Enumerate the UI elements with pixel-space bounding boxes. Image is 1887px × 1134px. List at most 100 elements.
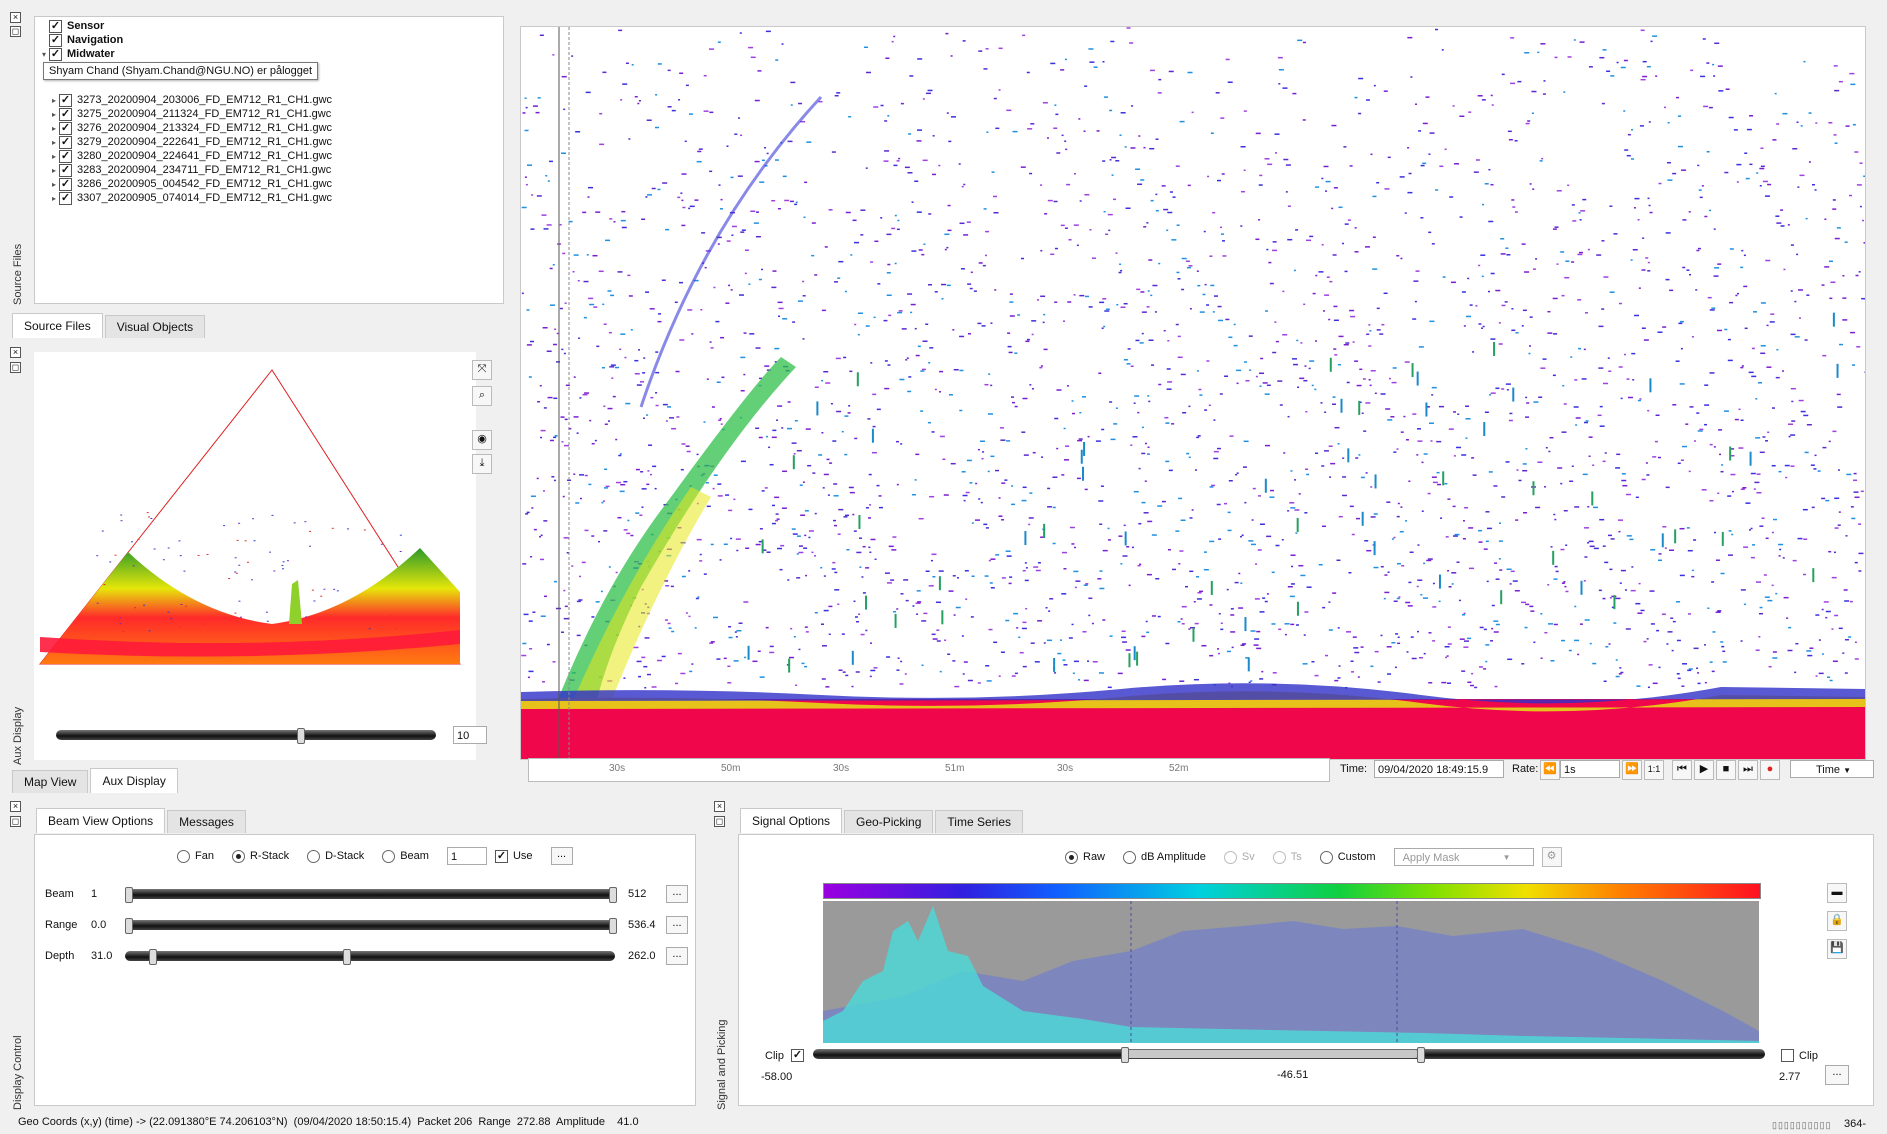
float-icon[interactable]: ◻ bbox=[714, 816, 725, 827]
signal-radio-sv[interactable] bbox=[1223, 850, 1237, 864]
slider-knob-low[interactable] bbox=[125, 887, 133, 903]
expand-arrow-icon[interactable]: ▸ bbox=[51, 151, 56, 161]
tree-file-item[interactable]: ▸ ✓ 3276_20200904_213324_FD_EM712_R1_CH1.g… bbox=[49, 121, 332, 135]
row-more-button[interactable]: ... bbox=[666, 885, 688, 903]
range-slider[interactable] bbox=[125, 949, 615, 965]
signal-radio-raw[interactable] bbox=[1065, 850, 1078, 864]
mask-settings-icon[interactable]: ⚙ bbox=[1541, 847, 1562, 867]
tree-file-item[interactable]: ▸ ✓ 3286_20200905_004542_FD_EM712_R1_CH1.g… bbox=[49, 177, 332, 191]
tab-source-files[interactable]: Source Files bbox=[12, 313, 103, 338]
tab-time-series[interactable]: Time Series bbox=[935, 810, 1023, 833]
skip-start-icon[interactable]: ⏮ bbox=[1672, 760, 1692, 780]
close-icon[interactable]: × bbox=[10, 12, 21, 23]
slider-knob-high[interactable] bbox=[609, 887, 617, 903]
tree-checkbox[interactable]: ✓ bbox=[59, 93, 72, 107]
stop-icon[interactable]: ■ bbox=[1716, 760, 1736, 780]
tab-aux-display[interactable]: Aux Display bbox=[90, 768, 178, 793]
eye-icon[interactable]: ◉ bbox=[472, 430, 492, 450]
slider-knob-high[interactable] bbox=[1417, 1047, 1425, 1063]
row-more-button[interactable]: ... bbox=[666, 916, 688, 934]
signal-more-button[interactable]: ... bbox=[1825, 1065, 1849, 1085]
close-icon[interactable]: × bbox=[10, 347, 21, 358]
expand-arrow-icon[interactable]: ▸ bbox=[51, 179, 56, 189]
tree-checkbox[interactable]: ✓ bbox=[59, 177, 72, 191]
tab-messages[interactable]: Messages bbox=[167, 810, 246, 833]
time-input[interactable]: 09/04/2020 18:49:15.9 bbox=[1374, 760, 1504, 778]
timeline-bar[interactable]: 30s 50m 30s 51m 30s 52m bbox=[528, 758, 1330, 782]
aux-spin-input[interactable]: 10 bbox=[453, 726, 487, 744]
rewind-icon[interactable]: ⏪ bbox=[1540, 760, 1560, 780]
export-icon[interactable]: ⤓ bbox=[472, 454, 492, 474]
expand-arrow-icon[interactable]: ▸ bbox=[51, 193, 56, 203]
mode-select[interactable]: Time ▼ bbox=[1790, 760, 1874, 778]
rate-input[interactable]: 1s bbox=[1560, 760, 1620, 778]
tree-file-item[interactable]: ▸ ✓ 3280_20200904_224641_FD_EM712_R1_CH1.g… bbox=[49, 149, 332, 163]
aux-ping-slider[interactable] bbox=[56, 728, 436, 744]
tree-file-item[interactable]: ▸ ✓ 3279_20200904_222641_FD_EM712_R1_CH1.g… bbox=[49, 135, 332, 149]
lock-icon[interactable]: 🔒 bbox=[1827, 911, 1847, 931]
clip-right-checkbox[interactable] bbox=[1781, 1049, 1794, 1062]
range-slider[interactable] bbox=[125, 918, 617, 934]
slider-knob-high[interactable] bbox=[609, 918, 617, 934]
float-icon[interactable]: ◻ bbox=[10, 816, 21, 827]
expand-arrow-icon[interactable]: ▸ bbox=[51, 95, 56, 105]
expand-arrow-icon[interactable]: ▸ bbox=[51, 137, 56, 147]
save-icon[interactable]: 💾 bbox=[1827, 939, 1847, 959]
fast-forward-icon[interactable]: ⏩ bbox=[1622, 760, 1642, 780]
tree-category[interactable]: ✓ Navigation bbox=[39, 33, 123, 47]
tree-file-item[interactable]: ▸ ✓ 3275_20200904_211324_FD_EM712_R1_CH1.g… bbox=[49, 107, 331, 121]
signal-range-slider[interactable] bbox=[813, 1047, 1765, 1063]
mode-radio-fan[interactable] bbox=[177, 849, 190, 863]
apply-mask-select[interactable]: Apply Mask ▼ bbox=[1393, 848, 1534, 866]
close-icon[interactable]: × bbox=[714, 801, 725, 812]
tree-checkbox[interactable]: ✓ bbox=[49, 47, 62, 61]
row-more-button[interactable]: ... bbox=[666, 947, 688, 965]
tab-visual-objects[interactable]: Visual Objects bbox=[104, 315, 206, 338]
echogram-panel[interactable] bbox=[520, 26, 1866, 760]
expand-arrow-icon[interactable]: ▾ bbox=[41, 49, 46, 59]
zoom-icon[interactable]: ⌕ bbox=[472, 386, 492, 406]
beam-spin[interactable]: 1 bbox=[446, 847, 487, 865]
tree-checkbox[interactable]: ✓ bbox=[59, 135, 72, 149]
clip-left-checkbox[interactable]: ✓ bbox=[791, 1049, 804, 1062]
use-checkbox[interactable]: ✓ bbox=[494, 849, 508, 863]
range-slider[interactable] bbox=[125, 887, 617, 903]
mode-radio-beam[interactable] bbox=[382, 849, 396, 863]
expand-arrow-icon[interactable]: ▸ bbox=[51, 109, 56, 119]
mode-radio-rstack[interactable] bbox=[231, 849, 245, 863]
close-icon[interactable]: × bbox=[10, 801, 21, 812]
play-icon[interactable]: ▶ bbox=[1694, 760, 1714, 780]
tree-file-item[interactable]: ▸ ✓ 3273_20200904_203006_FD_EM712_R1_CH1.g… bbox=[49, 93, 332, 107]
float-icon[interactable]: ◻ bbox=[10, 362, 21, 373]
amplitude-histogram[interactable] bbox=[823, 901, 1759, 1043]
tree-category[interactable]: ✓ Sensor bbox=[39, 19, 104, 33]
slider-knob-low[interactable] bbox=[1121, 1047, 1129, 1063]
record-icon[interactable]: ● bbox=[1760, 760, 1780, 780]
tree-file-item[interactable]: ▸ ✓ 3283_20200904_234711_FD_EM712_R1_CH1.g… bbox=[49, 163, 331, 177]
tree-checkbox[interactable]: ✓ bbox=[59, 163, 72, 177]
tab-geo-picking[interactable]: Geo-Picking bbox=[844, 810, 934, 833]
slider-knob[interactable] bbox=[296, 728, 305, 744]
tree-checkbox[interactable]: ✓ bbox=[49, 33, 62, 47]
one-to-one-button[interactable]: 1:1 bbox=[1644, 760, 1664, 780]
tree-checkbox[interactable]: ✓ bbox=[49, 19, 62, 33]
tree-checkbox[interactable]: ✓ bbox=[59, 191, 72, 205]
tree-file-item[interactable]: ▸ ✓ 3307_20200905_074014_FD_EM712_R1_CH1.g… bbox=[49, 191, 332, 205]
tree-checkbox[interactable]: ✓ bbox=[59, 121, 72, 135]
mode-radio-dstack[interactable] bbox=[307, 849, 321, 863]
float-icon[interactable]: ◻ bbox=[10, 26, 21, 37]
tab-map-view[interactable]: Map View bbox=[12, 770, 89, 793]
tab-signal-options[interactable]: Signal Options bbox=[740, 808, 843, 833]
expand-arrow-icon[interactable]: ▸ bbox=[51, 165, 56, 175]
tree-category[interactable]: ▾ ✓ Midwater bbox=[39, 47, 115, 61]
signal-radio-ts[interactable] bbox=[1272, 850, 1286, 864]
skip-end-icon[interactable]: ⏭ bbox=[1738, 760, 1758, 780]
tree-checkbox[interactable]: ✓ bbox=[59, 149, 72, 163]
use-more-button[interactable]: ... bbox=[550, 847, 573, 865]
tree-checkbox[interactable]: ✓ bbox=[59, 107, 72, 121]
signal-radio-custom[interactable] bbox=[1319, 850, 1333, 864]
slider-knob-low[interactable] bbox=[125, 918, 133, 934]
signal-radio-dbamplitude[interactable] bbox=[1123, 850, 1137, 864]
tab-beam-view-options[interactable]: Beam View Options bbox=[36, 808, 166, 833]
slider-knob-low[interactable] bbox=[149, 949, 158, 965]
